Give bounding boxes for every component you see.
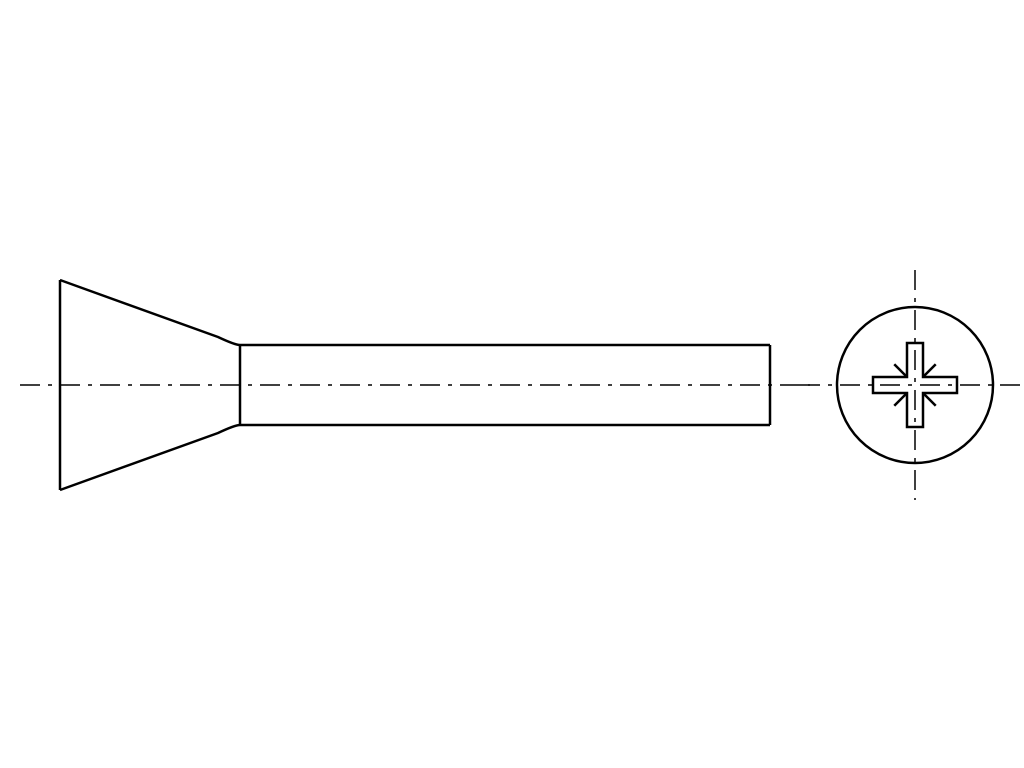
technical-diagram: [0, 0, 1024, 768]
screw-head-view: [800, 270, 1024, 500]
screw-diagram-svg: [0, 0, 1024, 768]
screw-side-view: [20, 280, 810, 490]
